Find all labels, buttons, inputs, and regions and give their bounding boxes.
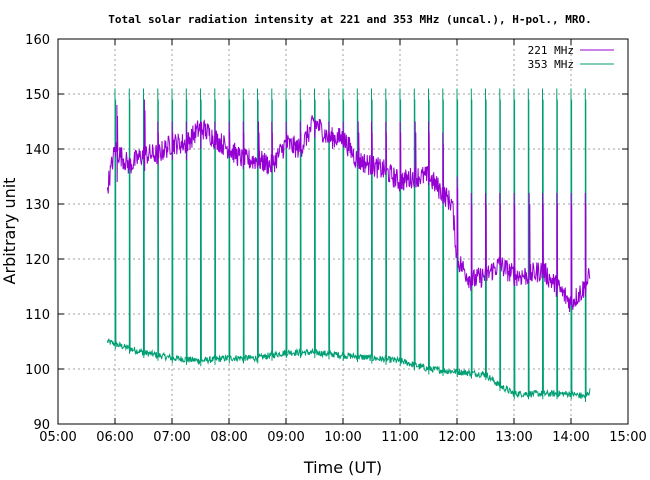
x-tick-label: 11:00 bbox=[381, 430, 418, 445]
x-axis-label: Time (UT) bbox=[303, 458, 382, 477]
y-axis-label: Arbitrary unit bbox=[0, 178, 19, 285]
x-tick-label: 10:00 bbox=[324, 430, 361, 445]
y-tick-label: 90 bbox=[33, 418, 50, 433]
x-tick-label: 14:00 bbox=[552, 430, 589, 445]
x-tick-label: 09:00 bbox=[267, 430, 304, 445]
y-tick-label: 100 bbox=[25, 363, 50, 378]
x-tick-label: 15:00 bbox=[609, 430, 646, 445]
x-tick-label: 05:00 bbox=[39, 430, 76, 445]
chart-title: Total solar radiation intensity at 221 a… bbox=[108, 13, 591, 26]
y-tick-label: 150 bbox=[25, 88, 50, 103]
y-tick-label: 130 bbox=[25, 198, 50, 213]
series-layer bbox=[106, 88, 591, 403]
legend-label-353: 353 MHz bbox=[528, 58, 574, 71]
x-tick-label: 12:00 bbox=[438, 430, 475, 445]
x-tick-label: 07:00 bbox=[153, 430, 190, 445]
ticks bbox=[57, 38, 629, 425]
y-tick-label: 120 bbox=[25, 253, 50, 268]
y-tick-label: 140 bbox=[25, 143, 50, 158]
y-tick-label: 160 bbox=[25, 33, 50, 48]
series-line-1 bbox=[106, 88, 591, 403]
y-tick-label: 110 bbox=[25, 308, 50, 323]
tick-labels: 05:00 06:00 07:00 08:00 09:00 10:00 11:00 12:00… bbox=[25, 33, 647, 445]
series-line-0 bbox=[106, 99, 591, 313]
legend-label-221: 221 MHz bbox=[528, 44, 574, 57]
legend: 221 MHz 353 MHz bbox=[528, 44, 614, 71]
x-tick-label: 13:00 bbox=[495, 430, 532, 445]
x-tick-label: 08:00 bbox=[210, 430, 247, 445]
x-tick-label: 06:00 bbox=[96, 430, 133, 445]
